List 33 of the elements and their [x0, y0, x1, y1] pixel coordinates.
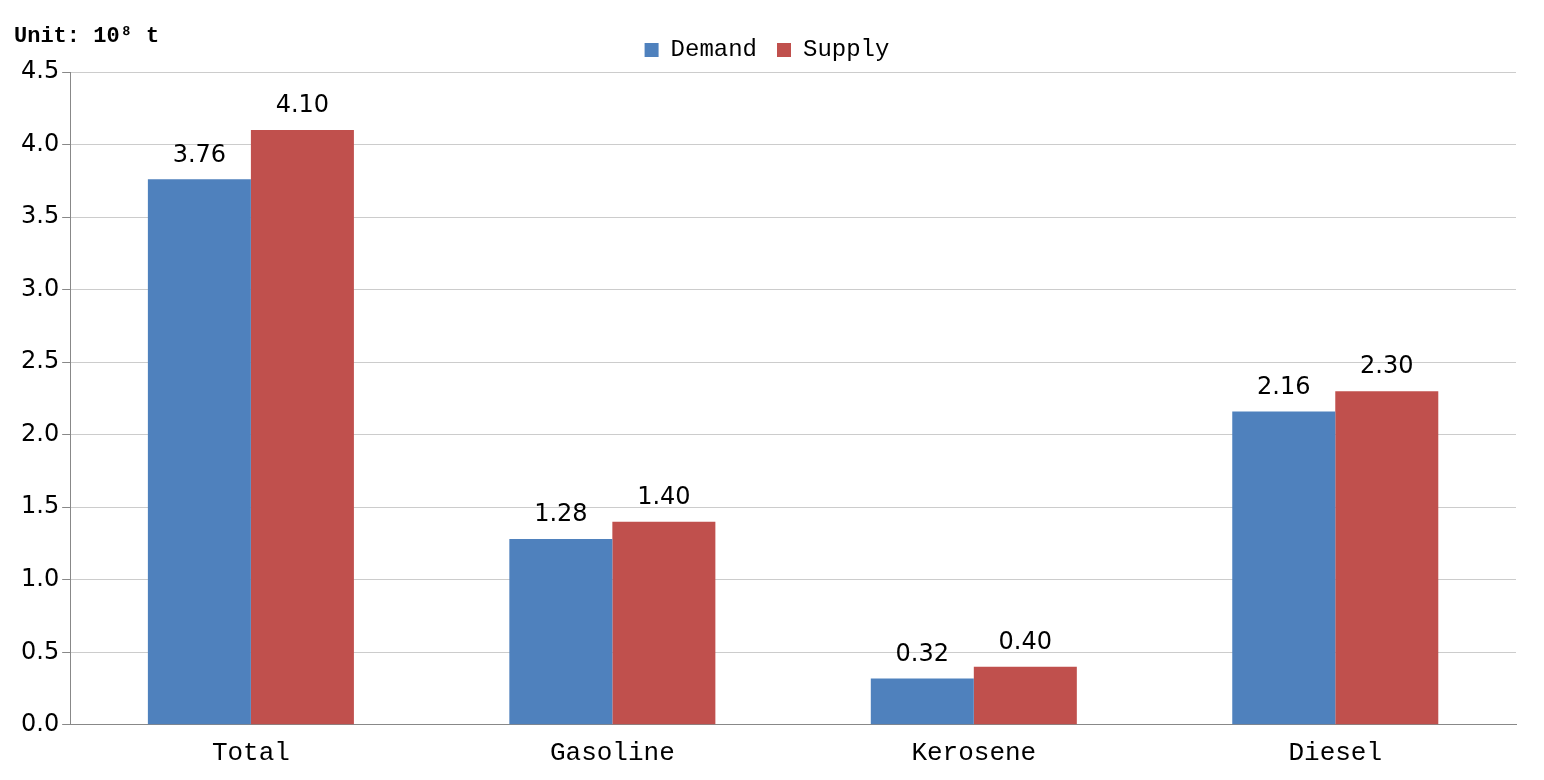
y-tick-label: 2.5 — [21, 346, 60, 375]
bar — [612, 521, 716, 725]
bar — [147, 179, 251, 725]
y-tick-label: 3.0 — [21, 273, 60, 302]
legend-label: Demand — [670, 36, 758, 64]
x-tick-label: Total — [211, 738, 290, 769]
y-tick-label: 3.5 — [21, 201, 60, 230]
y-tick-label: 1.5 — [21, 491, 60, 520]
text: 0.40 — [998, 627, 1053, 656]
text: 3.76 — [172, 139, 227, 168]
bar — [870, 678, 974, 725]
y-tick-label: 2.0 — [21, 418, 60, 447]
x-tick-label: Gasoline — [549, 738, 675, 769]
x-tick-label: Kerosene — [911, 738, 1037, 769]
bar — [1232, 411, 1336, 725]
y-tick-label: 0.5 — [21, 636, 60, 665]
y-tick-label: 0.0 — [21, 709, 60, 738]
bar — [973, 666, 1077, 725]
bar — [509, 539, 613, 725]
text: 2.30 — [1360, 351, 1414, 380]
y-tick-label: 4.0 — [21, 128, 60, 157]
y-tick-label: 4.5 — [21, 56, 60, 85]
legend-label: Supply — [803, 36, 890, 64]
text: 1.40 — [637, 481, 691, 510]
text: 1.28 — [534, 499, 588, 528]
text: 4.10 — [275, 90, 330, 119]
bar — [1335, 391, 1439, 725]
y-tick-label: 1.0 — [21, 563, 60, 592]
text: 0.32 — [895, 638, 950, 667]
y-axis-title: Unit: 10⁸ t — [14, 23, 160, 49]
text: 2.16 — [1257, 371, 1311, 400]
bar — [250, 130, 354, 725]
x-tick-label: Diesel — [1288, 738, 1383, 769]
